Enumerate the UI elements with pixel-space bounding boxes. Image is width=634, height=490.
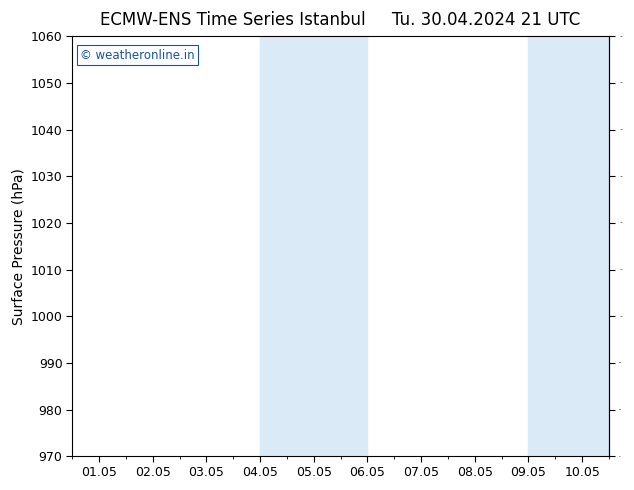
Bar (260, 36, 368, 456)
Title: ECMW-ENS Time Series Istanbul     Tu. 30.04.2024 21 UTC: ECMW-ENS Time Series Istanbul Tu. 30.04.… (101, 11, 581, 29)
Y-axis label: Surface Pressure (hPa): Surface Pressure (hPa) (11, 168, 25, 325)
Text: © weatheronline.in: © weatheronline.in (81, 49, 195, 62)
Bar (529, 36, 609, 456)
